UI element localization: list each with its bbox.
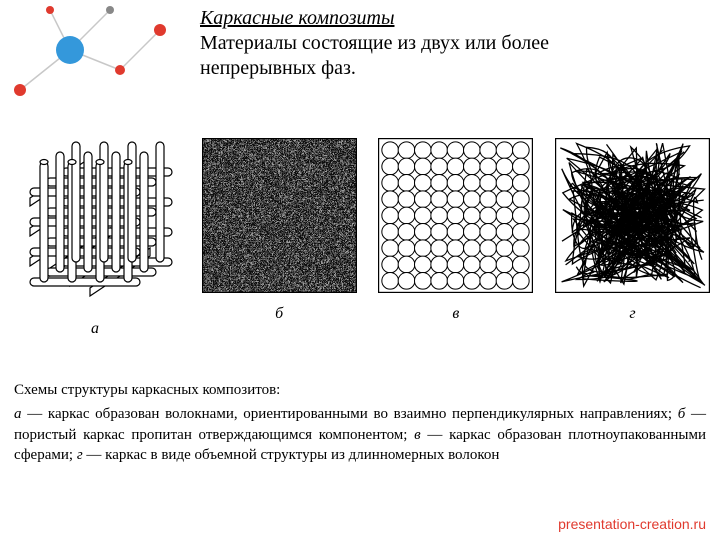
- figure-label-b: б: [275, 305, 283, 323]
- figure-label-c: в: [452, 305, 459, 323]
- tangled-fibers-icon: [555, 138, 710, 293]
- figure-row: а б в г: [10, 138, 710, 338]
- caption: Схемы структуры каркасных композитов: а …: [14, 380, 706, 465]
- lattice-rods-icon: [10, 138, 180, 308]
- page-subtitle: Материалы состоящие из двух или более не…: [200, 31, 630, 81]
- figure-a: а: [10, 138, 180, 338]
- packed-spheres-icon: [378, 138, 533, 293]
- caption-body: а — каркас образован волокнами, ориентир…: [14, 404, 706, 465]
- decor-molecule: [0, 0, 200, 100]
- header: Каркасные композиты Материалы состоящие …: [200, 6, 630, 81]
- figure-label-d: г: [629, 305, 635, 323]
- figure-label-a: а: [91, 320, 99, 338]
- porous-texture-icon: [202, 138, 357, 293]
- figure-b: б: [202, 138, 357, 338]
- footer-link[interactable]: presentation-creation.ru: [558, 516, 706, 532]
- figure-c: в: [378, 138, 533, 338]
- caption-title: Схемы структуры каркасных композитов:: [14, 380, 706, 400]
- figure-d: г: [555, 138, 710, 338]
- page-title: Каркасные композиты: [200, 6, 630, 31]
